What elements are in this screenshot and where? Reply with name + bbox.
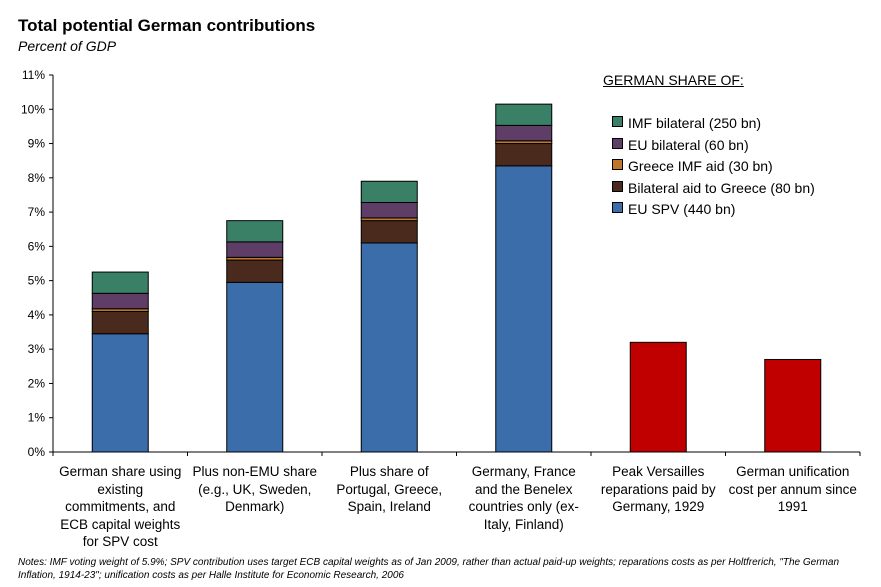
x-category-label: German unification cost per annum since … bbox=[728, 464, 857, 514]
legend-item: EU SPV (440 bn) bbox=[612, 201, 735, 217]
legend-swatch bbox=[612, 180, 623, 192]
y-tick-label: 2% bbox=[28, 376, 46, 390]
bar-segment bbox=[91, 310, 149, 335]
x-category-label: Germany, France and the Benelex countrie… bbox=[468, 464, 579, 532]
y-tick-label: 1% bbox=[28, 411, 46, 425]
y-tick-label: 7% bbox=[28, 205, 46, 219]
y-tick-label: 10% bbox=[21, 102, 45, 116]
bar-segment bbox=[91, 333, 149, 453]
x-category-label: Plus share of Portugal, Greece, Spain, I… bbox=[336, 464, 443, 514]
legend-title: GERMAN SHARE OF: bbox=[603, 72, 744, 88]
legend-item: Bilateral aid to Greece (80 bn) bbox=[612, 180, 815, 196]
legend-item: Greece IMF aid (30 bn) bbox=[612, 158, 773, 174]
bar-segment bbox=[360, 242, 418, 453]
chart-subtitle: Percent of GDP bbox=[18, 38, 117, 54]
legend-swatch bbox=[612, 116, 623, 127]
reference-bar bbox=[764, 358, 822, 453]
y-tick-label: 0% bbox=[28, 445, 46, 459]
legend-label: EU SPV (440 bn) bbox=[628, 201, 736, 217]
bar-segment bbox=[360, 180, 418, 203]
bar-segment bbox=[91, 271, 149, 294]
legend-label: EU bilateral (60 bn) bbox=[628, 136, 749, 153]
bar-segment bbox=[226, 281, 284, 453]
bar-segment bbox=[226, 220, 284, 243]
x-category-label: German share using existing commitments,… bbox=[59, 464, 182, 549]
y-tick-label: 4% bbox=[28, 308, 46, 322]
bar-segment bbox=[226, 259, 284, 283]
y-tick-label: 11% bbox=[22, 68, 45, 82]
bar-segment bbox=[495, 124, 553, 142]
chart-title: Total potential German contributions bbox=[18, 16, 316, 35]
footnote: Notes: IMF voting weight of 5.9%; SPV co… bbox=[18, 557, 840, 581]
legend-item: EU bilateral (60 bn) bbox=[612, 137, 749, 153]
y-tick-label: 3% bbox=[28, 342, 46, 356]
x-category-label: Peak Versailles reparations paid by Germ… bbox=[600, 464, 716, 514]
legend-item: IMF bilateral (250 bn) bbox=[612, 115, 761, 131]
legend-swatch bbox=[612, 137, 623, 149]
legend-swatch bbox=[612, 159, 623, 170]
bar-segment bbox=[91, 292, 149, 310]
bar-segment bbox=[226, 241, 284, 258]
reference-bar bbox=[629, 341, 687, 453]
legend-swatch bbox=[612, 202, 623, 213]
legend-label: Bilateral aid to Greece (80 bn) bbox=[628, 179, 815, 196]
y-tick-label: 9% bbox=[28, 137, 46, 151]
x-category-label: Plus non-EMU share (e.g., UK, Sweden, De… bbox=[192, 464, 318, 514]
bar-segment bbox=[495, 143, 553, 167]
bar-segment bbox=[495, 165, 553, 453]
bar-segment bbox=[360, 201, 418, 219]
y-tick-label: 6% bbox=[28, 239, 46, 253]
bar-segment bbox=[360, 220, 418, 244]
y-tick-label: 5% bbox=[28, 274, 46, 288]
bar-segment bbox=[495, 103, 553, 126]
y-tick-label: 8% bbox=[28, 171, 46, 185]
legend-label: Greece IMF aid (30 bn) bbox=[628, 158, 773, 174]
legend-label: IMF bilateral (250 bn) bbox=[628, 115, 762, 131]
